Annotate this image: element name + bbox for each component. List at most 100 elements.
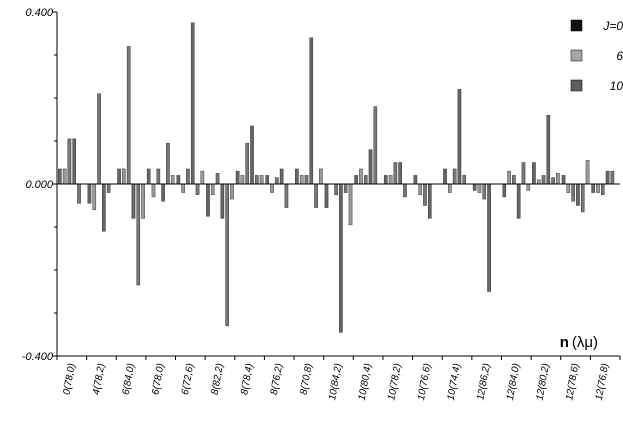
x-tick-label: 4(78,2): [91, 363, 107, 396]
x-tick-labels: 0(78,0) 4(78,2) 6(84,0) 6(78,0) 6(72,6) 8(82,…: [61, 363, 611, 402]
bar: [295, 168, 299, 185]
x-tick-label: 8(76,2): [269, 363, 285, 396]
bar: [605, 170, 610, 185]
x-tick-label: 10(84,2): [327, 363, 344, 402]
bar: [210, 183, 215, 195]
bar: [512, 175, 516, 185]
bar: [275, 177, 279, 185]
bar: [215, 173, 220, 185]
legend-label: J=0: [602, 19, 623, 33]
bar: [314, 183, 318, 208]
legend-label: 10: [610, 79, 623, 93]
bar: [363, 175, 368, 185]
bar: [610, 170, 615, 185]
bar: [151, 183, 156, 198]
bar: [556, 173, 560, 185]
y-tick-label: 0.400: [25, 7, 53, 19]
bar: [448, 183, 452, 193]
bar: [67, 138, 72, 185]
bar: [102, 183, 106, 232]
x-tick-label: 6(84,0): [121, 363, 137, 396]
bar: [156, 168, 161, 185]
bar: [571, 183, 575, 202]
x-tick-label: 10(76,6): [416, 363, 433, 402]
bar: [186, 168, 190, 185]
axes: [52, 11, 621, 360]
x-tick-label: 8(78,4): [239, 363, 255, 396]
bar: [117, 168, 121, 185]
bar: [304, 175, 309, 185]
x-tick-label: 0(78,0): [61, 363, 77, 396]
bar: [373, 106, 378, 185]
bar: [551, 177, 555, 185]
bar: [279, 168, 284, 185]
bar: [225, 183, 229, 327]
x-axis-label: n (λμ): [560, 334, 598, 351]
bar: [259, 175, 264, 185]
legend: J=0 6 10: [570, 19, 623, 93]
bar: [561, 175, 566, 185]
bar: [309, 37, 314, 185]
bar: [546, 114, 551, 185]
x-tick-label: 12(78,6): [564, 363, 581, 402]
bar: [427, 183, 432, 219]
bar: [72, 138, 77, 185]
bar: [230, 183, 234, 200]
bar: [334, 183, 338, 195]
bar: [319, 168, 323, 185]
bar: [176, 175, 181, 185]
bar: [526, 183, 531, 191]
x-tick-label: 12(84,0): [505, 363, 522, 402]
bar: [462, 175, 467, 185]
x-tick-label: 8(82,2): [210, 363, 226, 396]
bar: [477, 183, 482, 193]
bar: [403, 183, 407, 198]
bar: [265, 175, 270, 185]
bar: [502, 183, 507, 198]
x-tick-label: 6(72,6): [180, 363, 196, 396]
x-axis-label-rest: (λμ): [572, 334, 598, 351]
x-tick-label: 6(78,0): [150, 363, 166, 396]
bar: [195, 183, 200, 195]
bar: [181, 183, 185, 193]
legend-swatch: [570, 19, 583, 32]
bar: [270, 183, 274, 193]
bar: [324, 183, 329, 208]
bar: [359, 168, 363, 185]
bar: [161, 183, 165, 202]
bar: [206, 183, 210, 217]
bar: [58, 168, 62, 185]
bar: [507, 170, 511, 185]
bar: [122, 168, 126, 185]
x-tick-label: 10(74,4): [446, 363, 463, 402]
bar: [245, 142, 250, 185]
bar: [200, 170, 205, 185]
bar: [77, 183, 81, 204]
bar: [106, 183, 111, 193]
bar: [516, 183, 521, 219]
bar: [413, 175, 418, 185]
bar: [146, 168, 151, 185]
bar: [131, 183, 136, 219]
plot-area: [58, 22, 615, 333]
y-tick-label: 0.000: [25, 179, 53, 191]
x-tick-label: 10(80,4): [357, 363, 374, 402]
bar: [240, 175, 245, 185]
bar: [591, 183, 595, 193]
bar: [250, 125, 254, 185]
legend-label: 6: [616, 49, 623, 63]
bar: [600, 183, 605, 195]
x-tick-label: 10(78,2): [386, 363, 403, 402]
bar: [541, 175, 546, 185]
bar: [472, 183, 477, 191]
bar: [284, 183, 289, 208]
x-tick-label: 12(76,8): [594, 363, 611, 402]
bar: [585, 160, 590, 185]
bar: [348, 183, 353, 226]
bar: [580, 183, 585, 213]
bar: [383, 175, 388, 185]
bar: [97, 93, 101, 185]
bar: [368, 149, 373, 185]
bar: [136, 183, 141, 286]
